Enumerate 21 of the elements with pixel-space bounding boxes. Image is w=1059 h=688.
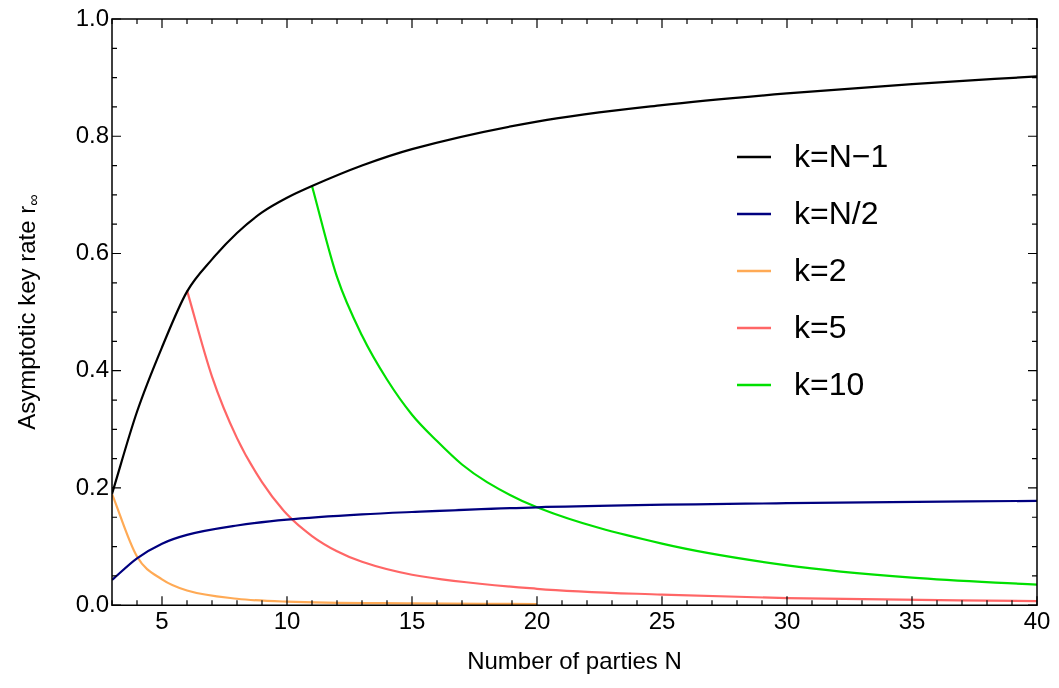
x-tick-label: 30 (773, 607, 801, 635)
legend-label: k=2 (794, 251, 847, 288)
x-axis-title: Number of parties N (467, 646, 682, 674)
x-tick-label: 25 (648, 607, 676, 635)
x-tick-label: 35 (898, 607, 926, 635)
y-tick-label: 0.4 (75, 355, 109, 383)
x-tick-label: 10 (273, 607, 301, 635)
x-tick-label: 5 (155, 607, 169, 635)
y-axis-title: Asymptotic key rate r∞ (12, 194, 43, 430)
x-tick-label: 15 (398, 607, 426, 635)
x-tick-label: 20 (523, 607, 551, 635)
legend-label: k=N/2 (794, 194, 879, 231)
y-tick-label: 0.2 (75, 472, 109, 500)
y-tick-label: 0.0 (75, 589, 109, 617)
legend-label: k=10 (794, 365, 865, 402)
legend-label: k=5 (794, 308, 847, 345)
y-tick-label: 0.8 (75, 120, 109, 148)
y-tick-label: 1.0 (75, 3, 109, 31)
y-tick-label: 0.6 (75, 238, 109, 266)
legend-label: k=N−1 (794, 137, 889, 174)
x-tick-label: 40 (1023, 607, 1051, 635)
